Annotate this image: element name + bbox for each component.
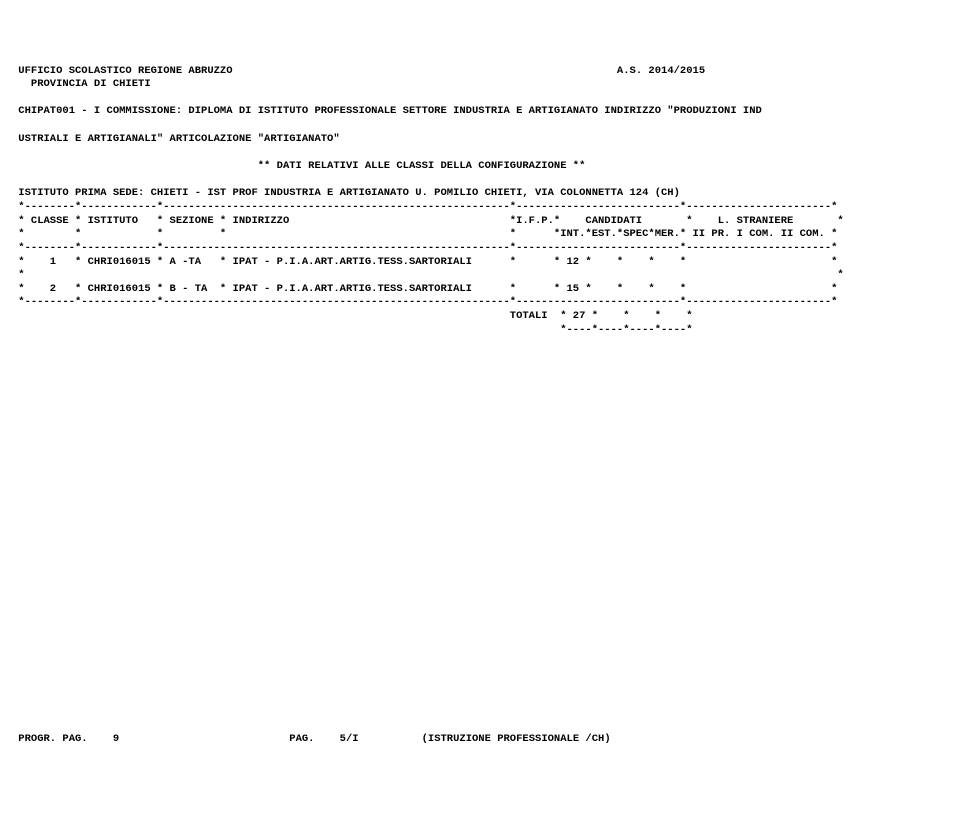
report-header: UFFICIO SCOLASTICO REGIONE ABRUZZO A.S. … — [12, 65, 960, 201]
province-line: PROVINCIA DI CHIETI — [12, 78, 151, 90]
table-row-gap: * * — [12, 269, 844, 281]
articolazione-line: USTRIALI E ARTIGIANALI" ARTICOLAZIONE "A… — [12, 133, 340, 145]
year-label — [233, 65, 617, 77]
pag-num: PAG. 5/I — [289, 733, 358, 745]
progr-pag: PROGR. PAG. 9 — [12, 733, 119, 745]
table-separator: *--------*------------*-----------------… — [12, 242, 837, 254]
report-footer: PROGR. PAG. 9 PAG. 5/I (ISTRUZIONE PROFE… — [12, 733, 960, 747]
office-line: UFFICIO SCOLASTICO REGIONE ABRUZZO — [12, 65, 233, 77]
table-row: * 2 * CHRI016015 * B - TA * IPAT - P.I.A… — [12, 283, 837, 295]
sede-line: ISTITUTO PRIMA SEDE: CHIETI - IST PROF I… — [12, 187, 680, 199]
table-header-row-1: * CLASSE * ISTITUTO * SEZIONE * INDIRIZZ… — [12, 215, 844, 227]
table-separator: *--------*------------*-----------------… — [12, 201, 837, 213]
table-header-row-2: * * * * * *INT.*EST.*SPEC*MER.* II PR. I… — [12, 228, 837, 240]
commission-line: CHIPAT001 - I COMMISSIONE: DIPLOMA DI IS… — [12, 105, 762, 117]
data-table: *--------*------------*-----------------… — [12, 201, 960, 337]
table-separator: *--------*------------*-----------------… — [12, 296, 837, 308]
table-totals: TOTALI * 27 * * * * — [12, 310, 693, 322]
table-row: * 1 * CHRI016015 * A -TA * IPAT - P.I.A.… — [12, 256, 837, 268]
doc-type: (ISTRUZIONE PROFESSIONALE /CH) — [422, 733, 611, 745]
table-totals-underline: *----*----*----*----* — [12, 324, 693, 336]
config-heading: ** DATI RELATIVI ALLE CLASSI DELLA CONFI… — [12, 160, 585, 172]
school-year: A.S. 2014/2015 — [617, 65, 705, 77]
